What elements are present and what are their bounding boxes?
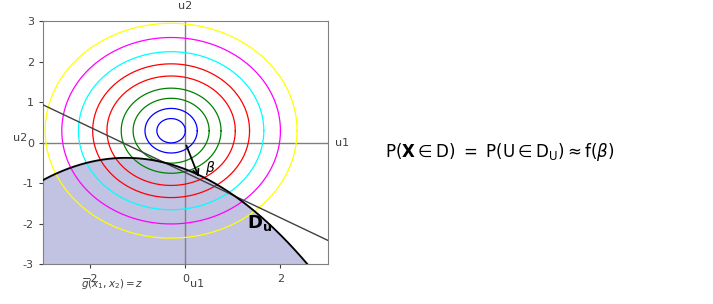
Y-axis label: u2: u2 xyxy=(13,133,27,143)
Text: $\mathrm{P}(\mathbf{X} \in \mathrm{D})\ =\ \mathrm{P}(\mathrm{U} \in \mathrm{D}_: $\mathrm{P}(\mathbf{X} \in \mathrm{D})\ … xyxy=(385,141,615,163)
Text: u2: u2 xyxy=(178,1,193,11)
Text: $\mathbf{D_u}$: $\mathbf{D_u}$ xyxy=(247,213,272,233)
Text: u1: u1 xyxy=(335,138,349,148)
Text: u1: u1 xyxy=(190,279,204,289)
Text: $\beta$: $\beta$ xyxy=(205,159,216,177)
Text: $g(x_1, x_2) = z$: $g(x_1, x_2) = z$ xyxy=(81,277,143,291)
